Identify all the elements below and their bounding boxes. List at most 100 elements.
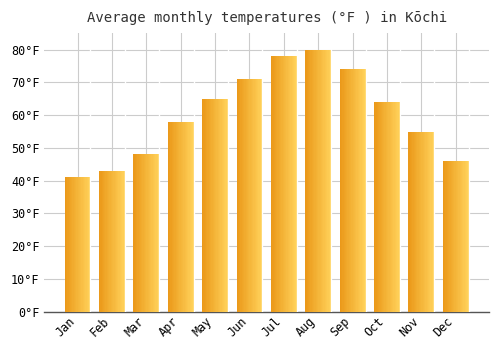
Bar (242, 79, 243, 312)
Bar (180, 122, 182, 312)
Bar (457, 161, 458, 312)
Bar (72, 177, 74, 312)
Bar (180, 122, 181, 312)
Bar (358, 69, 359, 312)
Bar (74, 177, 75, 312)
Bar (388, 102, 390, 312)
Bar (134, 154, 135, 312)
Bar (456, 161, 457, 312)
Bar (429, 132, 430, 312)
Title: Average monthly temperatures (°F ) in Kōchi: Average monthly temperatures (°F ) in Kō… (86, 11, 446, 25)
Bar (450, 161, 452, 312)
Bar (350, 69, 352, 312)
Bar (428, 132, 429, 312)
Bar (118, 171, 120, 312)
Bar (254, 79, 256, 312)
Bar (448, 161, 450, 312)
Bar (124, 171, 125, 312)
Bar (348, 69, 350, 312)
Bar (218, 99, 219, 312)
Bar (214, 99, 215, 312)
Bar (78, 177, 79, 312)
Bar (136, 154, 138, 312)
Bar (244, 79, 246, 312)
Bar (272, 56, 274, 312)
Bar (68, 177, 70, 312)
Bar (415, 132, 416, 312)
Bar (360, 69, 362, 312)
Bar (275, 56, 276, 312)
Bar (145, 154, 146, 312)
Bar (390, 102, 391, 312)
Bar (103, 171, 104, 312)
Bar (282, 56, 284, 312)
Bar (316, 50, 317, 312)
Bar (236, 79, 238, 312)
Bar (384, 102, 386, 312)
Bar (354, 69, 355, 312)
Bar (310, 50, 312, 312)
Bar (290, 56, 292, 312)
Bar (186, 122, 187, 312)
Bar (293, 56, 294, 312)
Bar (289, 56, 290, 312)
Bar (79, 177, 80, 312)
Bar (261, 79, 262, 312)
Bar (342, 69, 344, 312)
Bar (278, 56, 280, 312)
Bar (88, 177, 89, 312)
Bar (330, 50, 331, 312)
Bar (226, 99, 227, 312)
Bar (453, 161, 454, 312)
Bar (430, 132, 432, 312)
Bar (250, 79, 251, 312)
Bar (359, 69, 360, 312)
Bar (260, 79, 261, 312)
Bar (345, 69, 346, 312)
Bar (374, 102, 376, 312)
Bar (341, 69, 342, 312)
Bar (285, 56, 286, 312)
Bar (70, 177, 71, 312)
Bar (309, 50, 310, 312)
Bar (326, 50, 328, 312)
Bar (408, 132, 410, 312)
Bar (170, 122, 172, 312)
Bar (240, 79, 242, 312)
Bar (224, 99, 226, 312)
Bar (344, 69, 345, 312)
Bar (274, 56, 275, 312)
Bar (238, 79, 239, 312)
Bar (411, 132, 412, 312)
Bar (286, 56, 288, 312)
Bar (113, 171, 114, 312)
Bar (394, 102, 396, 312)
Bar (426, 132, 428, 312)
Bar (144, 154, 145, 312)
Bar (422, 132, 424, 312)
Bar (116, 171, 117, 312)
Bar (252, 79, 254, 312)
Bar (208, 99, 210, 312)
Bar (192, 122, 194, 312)
Bar (391, 102, 392, 312)
Bar (352, 69, 354, 312)
Bar (191, 122, 192, 312)
Bar (420, 132, 422, 312)
Bar (313, 50, 314, 312)
Bar (318, 50, 320, 312)
Bar (327, 50, 328, 312)
Bar (82, 177, 84, 312)
Bar (256, 79, 258, 312)
Bar (410, 132, 411, 312)
Bar (169, 122, 170, 312)
Bar (432, 132, 433, 312)
Bar (416, 132, 418, 312)
Bar (258, 79, 260, 312)
Bar (216, 99, 218, 312)
Bar (176, 122, 177, 312)
Bar (348, 69, 349, 312)
Bar (239, 79, 240, 312)
Bar (89, 177, 90, 312)
Bar (321, 50, 322, 312)
